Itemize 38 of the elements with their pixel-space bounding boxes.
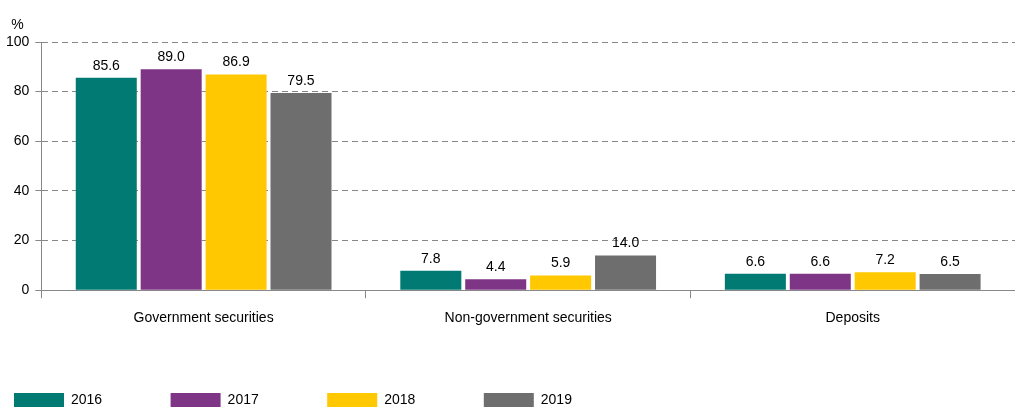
y-tick-label: 20 [13,231,30,248]
bar [75,77,137,290]
data-label: 86.9 [222,53,250,70]
bar [789,273,851,290]
bar [530,275,592,290]
data-label: 89.0 [157,48,186,65]
data-label: 6.5 [940,252,961,269]
y-tick-label: 60 [13,132,30,149]
x-tick-label: Government securities [133,309,274,326]
data-label: 5.9 [550,254,571,271]
x-tick-label: Deposits [825,309,880,326]
y-tick-label: 100 [6,32,30,49]
bar [919,274,981,290]
bar [140,69,202,290]
legend-label: 2019 [540,390,627,407]
data-label: 7.8 [421,249,441,266]
legend-label: 2016 [71,390,157,407]
bar [854,272,916,290]
data-label: 6.6 [745,252,766,269]
bar [270,92,332,290]
bar [205,74,267,290]
y-tick-label: 40 [13,181,30,198]
y-axis-title: % [11,15,24,32]
y-tick-label: 80 [13,82,30,99]
data-label: 14.0 [611,234,640,251]
data-label: 6.6 [810,252,831,269]
bar [724,273,786,290]
data-label: 79.5 [287,71,315,88]
data-label: 4.4 [485,258,506,275]
y-tick-label: 0 [21,281,30,298]
data-label: 85.6 [92,56,121,73]
bar [595,255,657,290]
x-tick-label: Non-government securities [444,309,612,326]
bar [400,270,462,290]
data-label: 7.2 [875,251,896,268]
legend-label: 2018 [384,390,470,407]
legend-label: 2017 [227,390,314,407]
bar [465,279,527,290]
